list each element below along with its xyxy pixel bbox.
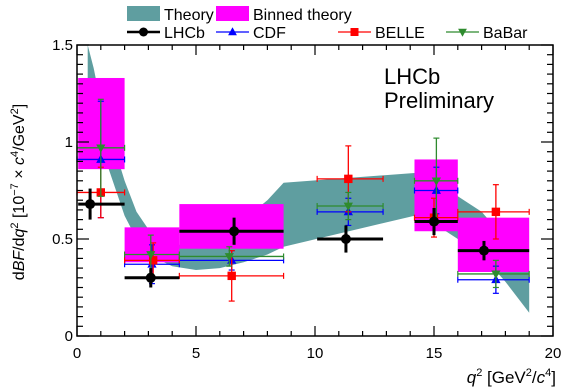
legend-label-cdf: CDF bbox=[253, 25, 286, 42]
legend-marker-babar bbox=[458, 28, 467, 37]
y-axis-label-part: × bbox=[11, 165, 28, 183]
binned-theory-box bbox=[457, 217, 530, 272]
y-axis-label-part: c bbox=[11, 157, 28, 165]
y-axis-label: dBF/dq2 [10−7 × c4/GeV2] bbox=[9, 104, 28, 280]
data-series-layer bbox=[76, 98, 530, 302]
babar-point bbox=[96, 144, 106, 153]
legend-label-babar: BaBar bbox=[483, 25, 528, 42]
x-tick-label: 15 bbox=[426, 345, 443, 362]
legend-marker-belle bbox=[350, 28, 359, 36]
y-axis-label-part: −7 bbox=[9, 183, 21, 196]
babar-point bbox=[491, 270, 501, 279]
y-axis-label-part: d bbox=[11, 271, 28, 280]
lhcb-point bbox=[478, 245, 489, 256]
legend-label-binned-theory: Binned theory bbox=[253, 7, 352, 24]
babar-point bbox=[146, 251, 156, 260]
belle-point bbox=[344, 174, 353, 184]
lhcb-point bbox=[85, 199, 96, 210]
x-tick-label: 5 bbox=[192, 345, 200, 362]
lhcb-point bbox=[340, 234, 351, 244]
legend-label-lhcb: LHCb bbox=[164, 25, 205, 42]
x-tick-label: 10 bbox=[307, 345, 324, 362]
y-tick-label: 0 bbox=[65, 328, 73, 345]
theory-band-layer bbox=[87, 45, 530, 313]
babar-point bbox=[343, 202, 353, 212]
legend-swatch-theory bbox=[127, 6, 160, 21]
belle-point bbox=[491, 207, 501, 217]
belle-point bbox=[148, 256, 158, 265]
y-tick-label: 0.5 bbox=[52, 231, 73, 248]
y-axis-label-part: [10 bbox=[11, 196, 28, 223]
y-axis-label-part: 2 bbox=[9, 222, 21, 228]
y-axis-label-part: q bbox=[11, 228, 28, 237]
y-tick-label: 1 bbox=[65, 134, 73, 151]
babar-point bbox=[431, 177, 441, 186]
legend-marker-lhcb bbox=[139, 27, 148, 37]
x-tick-label: 0 bbox=[73, 345, 81, 362]
legend-label-belle: BELLE bbox=[375, 25, 425, 42]
annotation-lhcb: LHCb bbox=[384, 64, 440, 89]
babar-point bbox=[224, 253, 234, 262]
theory-band bbox=[87, 45, 530, 313]
axis-ticks: 0 5 10 15 20 0 0.5 1 1.5 bbox=[52, 37, 561, 362]
lhcb-point bbox=[145, 272, 156, 283]
y-axis-label-part: /d bbox=[11, 237, 28, 250]
binned-theory-box bbox=[179, 204, 284, 249]
y-tick-label: 1.5 bbox=[52, 37, 73, 54]
legend-marker-cdf bbox=[228, 27, 237, 36]
annotation-preliminary: Preliminary bbox=[384, 88, 494, 113]
x-tick-label: 20 bbox=[545, 345, 562, 362]
y-axis-label-part: /GeV bbox=[11, 114, 28, 151]
y-axis-label-part: BF bbox=[11, 250, 28, 272]
lhcb-point bbox=[229, 226, 240, 237]
legend-swatch-binned-theory bbox=[216, 6, 249, 21]
legend: Theory Binned theory LHCb CDF BELLE BaBar bbox=[127, 6, 528, 42]
lhcb-point bbox=[429, 216, 439, 227]
belle-point bbox=[227, 271, 236, 281]
x-axis-label: q2 [GeV2/c4] bbox=[467, 367, 556, 387]
y-axis-label-part: ] bbox=[11, 104, 28, 108]
legend-label-theory: Theory bbox=[164, 7, 214, 24]
y-axis-label-part: 2 bbox=[9, 108, 21, 114]
y-axis-label-part: 4 bbox=[9, 151, 21, 157]
